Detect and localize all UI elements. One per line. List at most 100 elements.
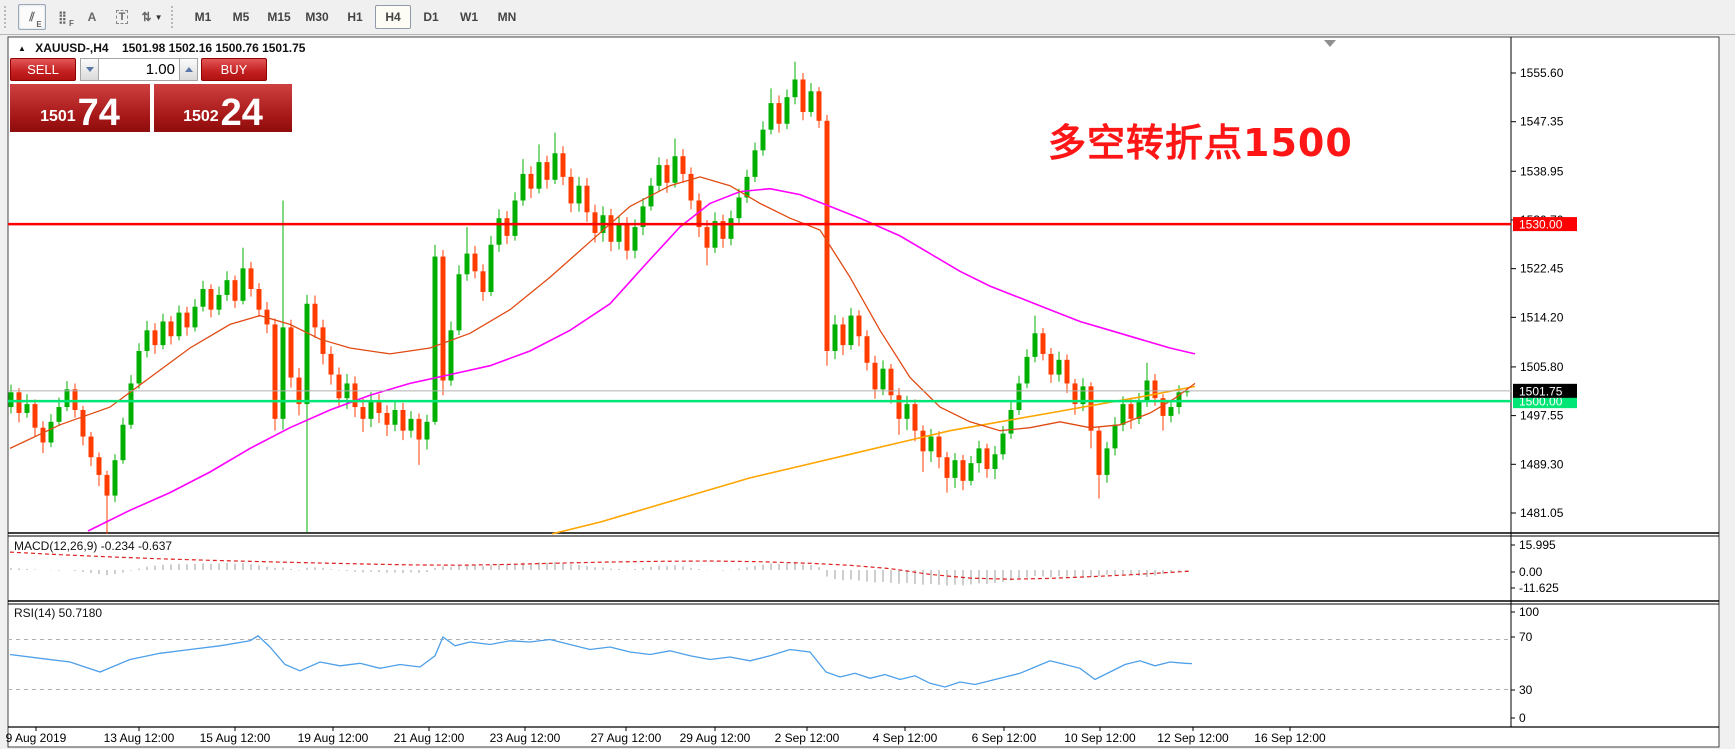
- candle: [232, 280, 238, 301]
- candle: [928, 436, 934, 452]
- arrow-up-icon: [184, 67, 193, 72]
- candle: [144, 330, 150, 351]
- candle: [616, 224, 622, 242]
- tab-timeframe-m5[interactable]: M5: [232, 10, 250, 24]
- candle: [328, 353, 334, 375]
- candle: [744, 176, 750, 198]
- date-axis-label: 4 Sep 12:00: [873, 731, 938, 745]
- candle: [856, 315, 862, 337]
- ask-price-tile[interactable]: 1502 24: [154, 82, 292, 132]
- text-a-icon[interactable]: A: [87, 10, 97, 24]
- volume-decrease-button[interactable]: [80, 58, 99, 81]
- bid-price-tile[interactable]: 1501 74: [10, 82, 150, 132]
- text-label-icon[interactable]: T: [108, 4, 136, 30]
- candle: [984, 448, 990, 470]
- candle: [752, 150, 758, 177]
- candle: [32, 404, 38, 428]
- candle: [544, 162, 550, 180]
- candle: [184, 312, 190, 328]
- candle: [688, 173, 694, 201]
- candle: [1088, 386, 1094, 431]
- tab-timeframe-w1[interactable]: W1: [460, 10, 478, 24]
- candle: [1168, 407, 1174, 416]
- candle: [992, 454, 998, 470]
- candle: [824, 120, 830, 351]
- candle: [528, 173, 534, 189]
- ask-price-minor: 24: [220, 91, 263, 134]
- candle: [696, 200, 702, 228]
- bid-price-major: 1501: [40, 108, 76, 125]
- date-axis-label: 27 Aug 12:00: [591, 731, 662, 745]
- candle: [976, 448, 982, 464]
- candle: [280, 327, 286, 419]
- tab-timeframe-m30[interactable]: M30: [305, 10, 329, 24]
- candle: [1176, 392, 1182, 408]
- candle: [8, 392, 14, 408]
- candle: [1184, 390, 1190, 393]
- candle: [568, 176, 574, 204]
- toolbar-drag-handle[interactable]: [4, 6, 13, 28]
- candle: [408, 418, 414, 431]
- tab-timeframe-h1[interactable]: H1: [347, 10, 363, 24]
- candle: [792, 79, 798, 98]
- candle: [464, 253, 470, 275]
- candle: [712, 221, 718, 248]
- candle: [1040, 333, 1046, 354]
- rsi-axis-label: 70: [1519, 630, 1533, 644]
- candle: [384, 412, 390, 425]
- candle: [664, 165, 670, 183]
- tab-timeframe-h4[interactable]: H4: [375, 5, 411, 29]
- sell-button[interactable]: SELL: [10, 58, 76, 81]
- candle: [48, 421, 54, 443]
- candle: [480, 271, 486, 292]
- candle: [960, 460, 966, 481]
- candle: [808, 91, 814, 112]
- date-axis-label: 29 Aug 12:00: [680, 731, 751, 745]
- macd-indicator-label: MACD(12,26,9) -0.234 -0.637: [14, 539, 173, 553]
- collapse-panel-icon[interactable]: ▲: [18, 44, 26, 53]
- candle: [1096, 430, 1102, 475]
- candle: [760, 129, 766, 151]
- chart-window-frame: [7, 36, 1720, 748]
- ma-mid-magenta: [87, 187, 1196, 532]
- price-axis-label: 1555.60: [1520, 66, 1564, 80]
- tab-timeframe-d1[interactable]: D1: [423, 10, 439, 24]
- date-axis-label: 9 Aug 2019: [6, 731, 67, 745]
- price-marker-label: 1501.75: [1519, 384, 1563, 398]
- objects-sort-icon[interactable]: ⇅ ▼: [141, 10, 163, 24]
- buy-button[interactable]: BUY: [201, 58, 267, 81]
- rsi-axis-label: 30: [1519, 683, 1533, 697]
- candle: [1112, 424, 1118, 449]
- candle: [1048, 353, 1054, 375]
- bid-price-minor: 74: [77, 91, 120, 134]
- candle: [552, 153, 558, 180]
- volume-input[interactable]: [99, 58, 179, 81]
- candle: [80, 410, 86, 437]
- candle: [496, 218, 502, 245]
- symbol-period-label: XAUUSD-,H4: [35, 41, 109, 55]
- candle: [1000, 433, 1006, 455]
- candle: [312, 303, 318, 328]
- price-marker-box: [1513, 383, 1577, 398]
- candle: [936, 436, 942, 458]
- chart-shift-marker[interactable]: [1324, 40, 1336, 47]
- chevron-down-icon: ▼: [154, 12, 163, 22]
- candle: [1152, 380, 1158, 399]
- charts-expert-icon[interactable]: ⫽ E: [18, 4, 46, 30]
- candle: [16, 392, 22, 413]
- candle: [456, 274, 462, 331]
- candle: [624, 224, 630, 251]
- candle: [136, 350, 142, 384]
- grid-fibonacci-icon[interactable]: ⣿ F: [58, 10, 74, 28]
- candle: [768, 103, 774, 130]
- volume-increase-button[interactable]: [179, 58, 198, 81]
- tab-timeframe-mn[interactable]: MN: [497, 10, 517, 24]
- tab-timeframe-m15[interactable]: M15: [267, 10, 291, 24]
- candle: [704, 227, 710, 248]
- candle: [1080, 386, 1086, 405]
- rsi-indicator-label: RSI(14) 50.7180: [14, 606, 103, 620]
- candle: [840, 324, 846, 346]
- tab-timeframe-m1[interactable]: M1: [194, 10, 212, 24]
